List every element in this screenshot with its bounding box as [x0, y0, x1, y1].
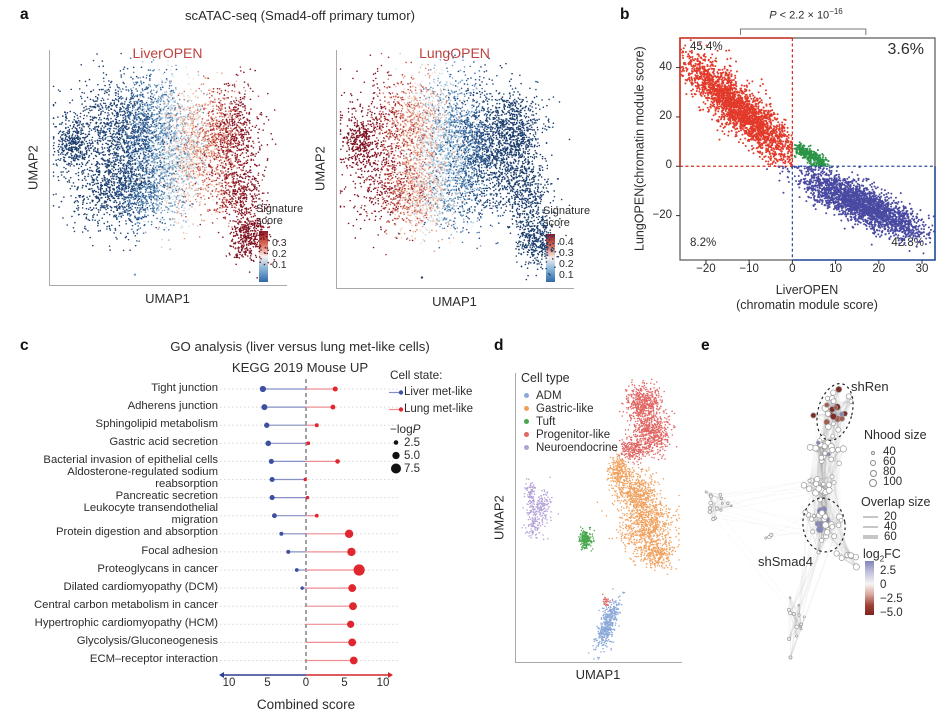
go-term-label: Proteoglycans in cancer — [97, 563, 218, 575]
b-x-tick: 10 — [829, 263, 842, 275]
go-term-label: Bacterial invasion of epithelial cells — [43, 454, 218, 466]
b-x-tick: 0 — [789, 263, 796, 275]
umap-colorbar-tick: 0.3 — [559, 247, 574, 259]
overlap-size-legend-value: 20 — [884, 511, 897, 523]
umap-celltype-frame — [515, 373, 682, 663]
b-x-tick: 30 — [915, 263, 929, 275]
nhood-size-legend-value: 100 — [883, 476, 903, 488]
overlap-size-legend-line — [863, 516, 878, 518]
umap-colorbar-tick: 0.3 — [272, 237, 287, 249]
log2fc-tick: −5.0 — [880, 607, 903, 619]
go-term-label: Dilated cardiomyopathy (DCM) — [63, 581, 218, 593]
log2fc-tick: −2.5 — [880, 593, 903, 605]
panel-d-letter: d — [494, 337, 504, 354]
go-term-label: Protein digestion and absorption — [55, 526, 218, 538]
cell-type-legend-dot — [524, 406, 529, 411]
nhood-size-legend-value: 60 — [883, 456, 896, 468]
umap-liver-xlabel: UMAP1 — [145, 291, 190, 306]
umap-lung-ylabel: UMAP2 — [312, 146, 328, 192]
panel-a-letter: a — [20, 6, 29, 23]
c-x-tick: 0 — [302, 677, 310, 689]
panel-e-letter: e — [701, 337, 710, 354]
nhood-size-legend-value: 40 — [883, 446, 896, 458]
b-y-tick: −20 — [652, 208, 672, 221]
scatter-b-canvas — [640, 12, 950, 307]
cell-type-legend-dot — [524, 393, 529, 398]
cell-type-legend-label: Tuft — [536, 416, 556, 428]
go-term-label: Focal adhesion — [141, 545, 218, 557]
panel-a-title: scATAC-seq (Smad4-off primary tumor) — [184, 8, 416, 23]
umap-celltype-ylabel: UMAP2 — [491, 495, 507, 540]
log2fc-tick: 0 — [880, 579, 887, 591]
umap-celltype-xlabel: UMAP1 — [575, 667, 621, 682]
overlap-size-legend-line — [863, 525, 878, 529]
nhood-size-legend-title: Nhood size — [864, 428, 927, 442]
b-x-tick: −20 — [696, 263, 716, 275]
go-term-label: ECM–receptor interaction — [89, 653, 218, 665]
go-term-label: Aldosterone-regulated sodium reabsorption — [67, 466, 218, 490]
cell-type-legend-label: Progenitor-like — [536, 429, 611, 441]
go-term-label: Sphingolipid metabolism — [95, 418, 218, 430]
overlap-size-legend-value: 40 — [884, 521, 897, 533]
umap-liver-points — [50, 50, 286, 284]
umap-liver-ylabel: UMAP2 — [25, 145, 41, 190]
log2fc-tick: 2.5 — [880, 565, 896, 577]
go-term-label: Pancreatic secretion — [115, 490, 218, 502]
overlap-size-legend-line — [863, 535, 878, 539]
c-x-tick: 10 — [376, 677, 390, 689]
cell-type-legend-label: ADM — [536, 390, 562, 402]
nhood-size-legend-circle — [870, 460, 876, 466]
c-x-tick: 10 — [222, 677, 236, 689]
cell-type-legend-dot — [524, 445, 529, 450]
umap-liver-frame — [49, 50, 287, 286]
umap-lung-points — [337, 50, 573, 287]
nhood-size-legend-circle — [869, 479, 877, 487]
c-x-tick: 5 — [264, 677, 271, 689]
go-term-label: Hypertrophic cardiomyopathy (HCM) — [34, 617, 218, 629]
cell-type-legend-dot — [524, 432, 529, 437]
legend-logp-size: 7.5 — [404, 462, 420, 475]
umap-colorbar-tick: 0.2 — [272, 248, 287, 260]
nhood-size-legend-circle — [870, 450, 876, 456]
go-term-label: Adherens junction — [127, 400, 218, 412]
b-y-tick: 20 — [659, 109, 672, 122]
umap-celltype-points — [516, 373, 681, 661]
go-term-label: Gastric acid secretion — [109, 436, 218, 448]
go-term-label: Glycolysis/Gluconeogenesis — [76, 635, 218, 647]
lollipop-canvas — [18, 333, 482, 721]
c-x-tick: 5 — [341, 677, 348, 689]
b-x-tick: −10 — [739, 263, 759, 275]
umap-colorbar-tick: 0.2 — [559, 258, 574, 270]
b-y-tick: 0 — [665, 159, 672, 172]
panel-b-letter: b — [620, 6, 630, 23]
cell-type-legend-label: Neuroendocrine — [536, 442, 618, 454]
legend-logp-size: 2.5 — [404, 436, 420, 449]
go-term-label: Central carbon metabolism in cancer — [34, 599, 218, 611]
go-term-label: Tight junction — [151, 382, 218, 394]
nhood-size-legend-circle — [869, 469, 877, 477]
cell-type-legend-label: Gastric-like — [536, 403, 594, 415]
b-y-tick: 40 — [659, 60, 672, 73]
nhood-size-legend-value: 80 — [883, 466, 896, 478]
overlap-size-legend-value: 60 — [884, 531, 897, 543]
b-x-tick: 20 — [872, 263, 886, 275]
go-term-label: Leukocyte transendothelial migration — [83, 502, 218, 526]
network-canvas — [695, 372, 875, 707]
overlap-size-legend-title: Overlap size — [861, 495, 931, 509]
legend-logp-size: 5.0 — [404, 449, 420, 462]
cell-type-legend-dot — [524, 419, 529, 424]
umap-lung-frame — [336, 50, 574, 289]
umap-colorbar-tick: 0.4 — [559, 236, 574, 248]
umap-lung-xlabel: UMAP1 — [432, 294, 477, 309]
umap-colorbar-tick: 0.1 — [272, 259, 287, 271]
umap-colorbar-tick: 0.1 — [559, 269, 574, 281]
